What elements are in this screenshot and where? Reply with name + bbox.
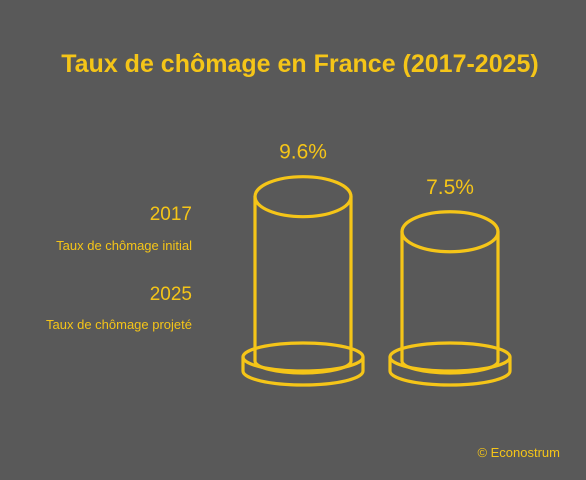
cylinder-base-side-2017: [241, 355, 365, 387]
credit-text: © Econostrum: [477, 445, 560, 460]
cylinder-base-top-2025: [388, 341, 512, 373]
legend-year-2025: 2025: [150, 284, 192, 305]
cylinder-base-side-2025: [388, 355, 512, 387]
legend-desc-2017: Taux de chômage initial: [56, 238, 192, 253]
cylinder-body-2025: [400, 230, 500, 375]
legend-year-2017: 2017: [150, 204, 192, 225]
cylinder-bar-2017: [241, 175, 365, 387]
value-label-2017: 9.6%: [279, 141, 327, 164]
cylinder-bars: 9.6% 7.5%: [241, 141, 512, 387]
legend-desc-2025: Taux de chômage projeté: [46, 317, 192, 332]
chart-title: Taux de chômage en France (2017-2025): [61, 50, 539, 78]
cylinder-base-top-2017: [241, 341, 365, 373]
legend: 2017 Taux de chômage initial 2025 Taux d…: [46, 204, 192, 332]
cylinder-body-2017: [253, 195, 353, 375]
value-label-2025: 7.5%: [426, 176, 474, 199]
cylinder-top-2017: [253, 175, 353, 219]
cylinder-top-2025: [400, 210, 500, 254]
cylinder-bar-2025: [388, 210, 512, 387]
